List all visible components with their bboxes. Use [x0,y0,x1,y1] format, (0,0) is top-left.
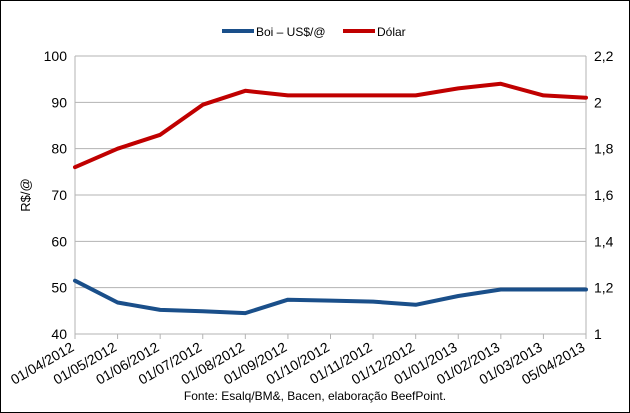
right-axis-ticks: 1 1,2 1,4 1,6 1,8 2 2,2 [594,48,614,342]
legend-label-dolar: Dólar [377,25,406,39]
right-tick-label: 1,2 [594,280,614,296]
right-tick-label: 1,8 [594,141,614,157]
y-axis-label: R$/@ [18,178,33,211]
left-tick-label: 80 [51,141,67,157]
right-tick-label: 1,6 [594,187,614,203]
series-line-dolar [73,81,588,170]
gridlines [75,55,586,289]
x-axis-ticks: 01/04/201201/05/201201/06/201201/07/2012… [8,334,588,388]
right-tick-label: 2 [594,94,602,110]
left-tick-label: 90 [51,94,67,110]
left-axis-ticks: 40 50 60 70 80 90 100 [44,48,68,342]
left-tick-label: 100 [44,48,68,64]
left-tick-label: 60 [51,233,67,249]
right-tick-label: 1,4 [594,233,614,249]
series-line-boi [73,278,588,316]
left-tick-label: 70 [51,187,67,203]
legend: Boi – US$/@ Dólar [222,25,406,39]
source-note: Fonte: Esalq/BM&, Bacen, elaboração Beef… [184,389,446,403]
right-tick-label: 2,2 [594,48,614,64]
legend-label-boi: Boi – US$/@ [256,25,326,39]
series-lines [73,81,588,316]
left-tick-label: 50 [51,280,67,296]
left-tick-label: 40 [51,326,67,342]
right-tick-label: 1 [594,326,602,342]
